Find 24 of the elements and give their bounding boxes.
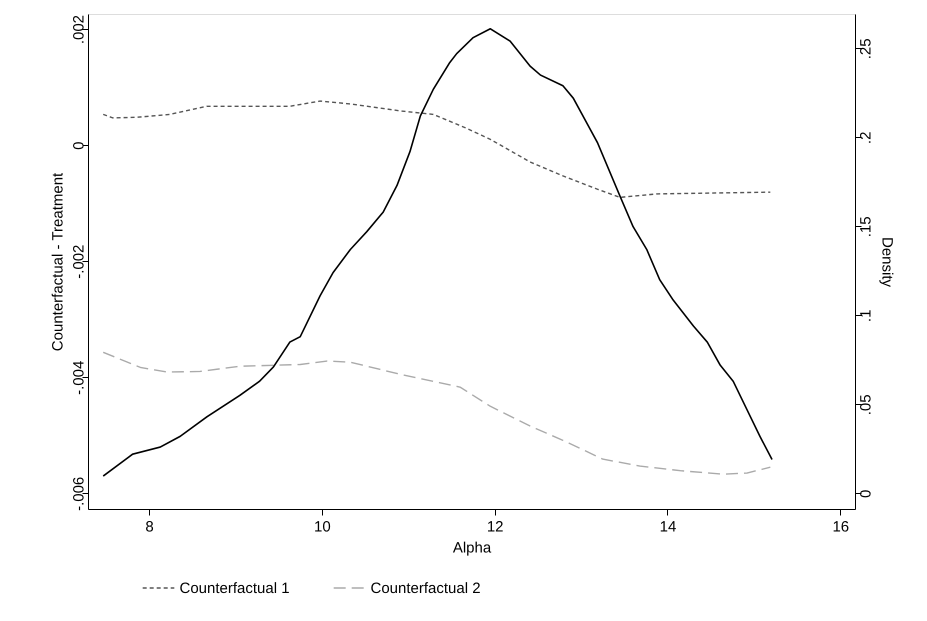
x-tick-label: 10 <box>314 518 331 536</box>
y2-tick-label: 0 <box>858 490 874 498</box>
x-axis-title: Alpha <box>452 540 492 556</box>
y2-tick-label: .1 <box>858 310 874 322</box>
line-series <box>102 28 773 477</box>
y-tick-label: -.002 <box>70 244 88 279</box>
y2-axis-title: Density <box>878 236 896 288</box>
y-tick-label: -.004 <box>70 360 88 395</box>
y2-tick-label: .25 <box>858 38 874 60</box>
x-tick-label: 8 <box>145 518 154 536</box>
y-tick-label: .002 <box>70 14 88 44</box>
y2-tick-label: .2 <box>858 132 874 144</box>
x-tick-label: 16 <box>832 518 850 536</box>
legend-label: Counterfactual 2 <box>370 580 481 597</box>
line-series <box>102 352 772 475</box>
legend-label: Counterfactual 1 <box>180 580 290 597</box>
x-tick-label: 12 <box>486 518 504 536</box>
y-tick-label: -.006 <box>70 476 88 511</box>
y-axis-title: Counterfactual - Treatment <box>50 172 66 352</box>
line-series <box>102 100 772 198</box>
y-tick-label: 0 <box>70 141 88 150</box>
x-tick-label: 14 <box>660 518 676 536</box>
y2-tick-label: .15 <box>858 216 874 238</box>
y2-tick-label: .05 <box>858 394 874 416</box>
